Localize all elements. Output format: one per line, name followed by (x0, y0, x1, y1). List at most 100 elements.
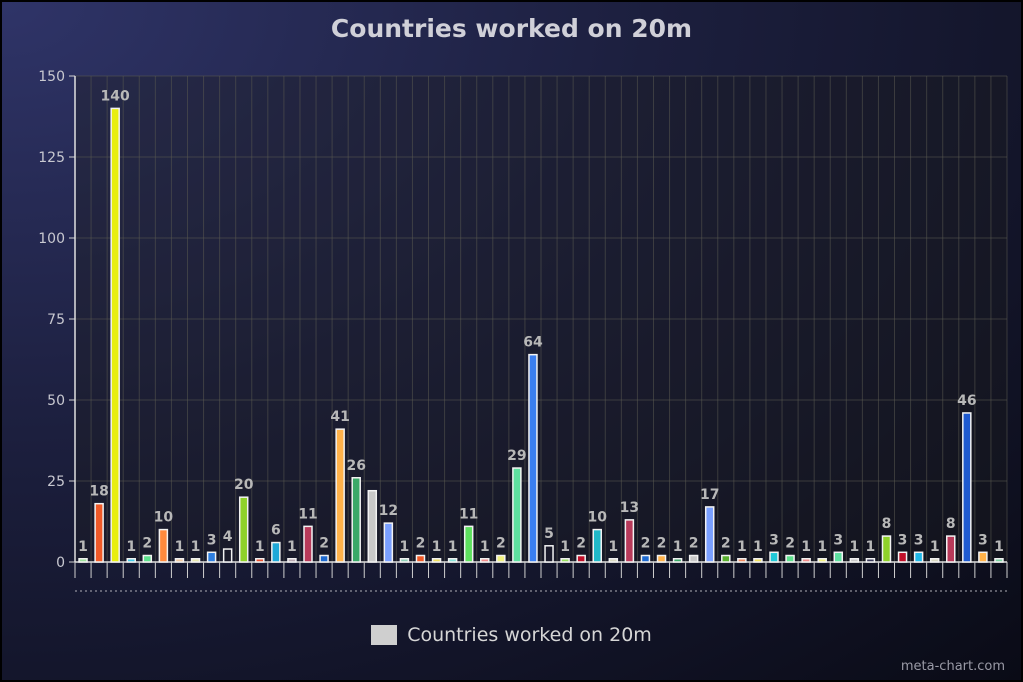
y-tick-label: 75 (47, 312, 65, 328)
data-label: 1 (608, 539, 618, 555)
bar (994, 558, 1004, 563)
data-label: 2 (319, 536, 329, 552)
bar (544, 545, 554, 563)
bar (737, 558, 747, 563)
bar (335, 428, 345, 563)
bar (94, 502, 104, 563)
bar (496, 554, 506, 563)
bar (688, 554, 699, 563)
bar (480, 558, 490, 563)
data-label: 3 (833, 532, 843, 548)
bar (672, 558, 683, 563)
data-label: 4 (223, 529, 233, 545)
bar (287, 558, 297, 563)
bar (512, 467, 522, 563)
y-tick-label: 125 (38, 150, 65, 166)
data-label: 10 (587, 510, 607, 526)
bar (431, 558, 442, 563)
bar (399, 558, 410, 563)
data-label: 1 (801, 539, 811, 555)
bar (528, 353, 538, 563)
bar (351, 477, 361, 563)
data-label: 1 (448, 539, 458, 555)
data-label: 1 (817, 539, 827, 555)
data-label: 2 (576, 536, 586, 552)
bar (415, 554, 426, 563)
y-tick-label: 150 (38, 69, 65, 85)
data-label: 2 (721, 536, 731, 552)
bar (319, 554, 329, 563)
bar (704, 506, 715, 563)
bar (929, 558, 940, 563)
data-label: 1 (400, 539, 410, 555)
data-label: 64 (523, 335, 543, 351)
data-label: 1 (191, 539, 201, 555)
data-label: 41 (330, 409, 349, 425)
data-label: 1 (737, 539, 747, 555)
bar (447, 558, 458, 563)
bar (865, 558, 876, 563)
bar (753, 558, 763, 563)
bar (849, 558, 860, 563)
bar (190, 558, 201, 563)
bar (383, 522, 394, 563)
data-label: 1 (255, 539, 265, 555)
bar (817, 558, 827, 563)
data-label: 2 (641, 536, 651, 552)
data-label: 1 (994, 539, 1004, 555)
data-label: 8 (946, 516, 956, 532)
bar (238, 496, 249, 563)
bar (721, 554, 731, 563)
bar (174, 558, 185, 563)
data-label: 1 (78, 539, 88, 555)
bar (110, 107, 120, 563)
data-label: 12 (379, 503, 398, 519)
data-label: 11 (459, 506, 478, 522)
data-label: 1 (673, 539, 683, 555)
bar (656, 554, 667, 563)
bar (801, 558, 811, 563)
data-label: 1 (866, 539, 876, 555)
data-label: 2 (785, 536, 795, 552)
data-label: 2 (142, 536, 152, 552)
data-label: 1 (930, 539, 940, 555)
chart-title: Countries worked on 20m (330, 14, 693, 43)
bar (255, 558, 265, 563)
bar (881, 535, 892, 563)
legend-label[interactable]: Countries worked on 20m (407, 624, 652, 646)
data-label: 8 (882, 516, 892, 532)
data-label: 1 (849, 539, 859, 555)
data-label: 29 (507, 448, 526, 464)
data-label: 13 (620, 500, 639, 516)
data-label: 11 (298, 506, 317, 522)
data-label: 26 (346, 458, 365, 474)
bar (367, 489, 378, 563)
legend-swatch[interactable] (371, 625, 398, 645)
data-label: 140 (101, 88, 130, 104)
bar (897, 551, 908, 563)
data-label: 1 (560, 539, 570, 555)
bar (222, 548, 233, 563)
data-label: 5 (544, 526, 554, 542)
bar (624, 519, 635, 563)
data-label: 3 (207, 532, 217, 548)
bar (962, 412, 972, 563)
data-label: 1 (480, 539, 490, 555)
y-tick-label: 25 (47, 474, 65, 490)
bar (946, 535, 956, 563)
y-tick-label: 100 (38, 231, 65, 247)
data-label: 46 (957, 393, 976, 409)
bar (785, 554, 795, 563)
data-label: 18 (89, 484, 108, 500)
data-label: 10 (154, 510, 174, 526)
bar (640, 554, 651, 563)
data-label: 2 (416, 536, 426, 552)
bar (913, 551, 924, 563)
y-tick-label: 0 (56, 555, 65, 571)
legend[interactable]: Countries worked on 20m (2, 624, 1021, 646)
bar (126, 558, 136, 563)
data-label: 6 (271, 523, 281, 539)
bar (608, 558, 619, 563)
bar (303, 525, 313, 563)
